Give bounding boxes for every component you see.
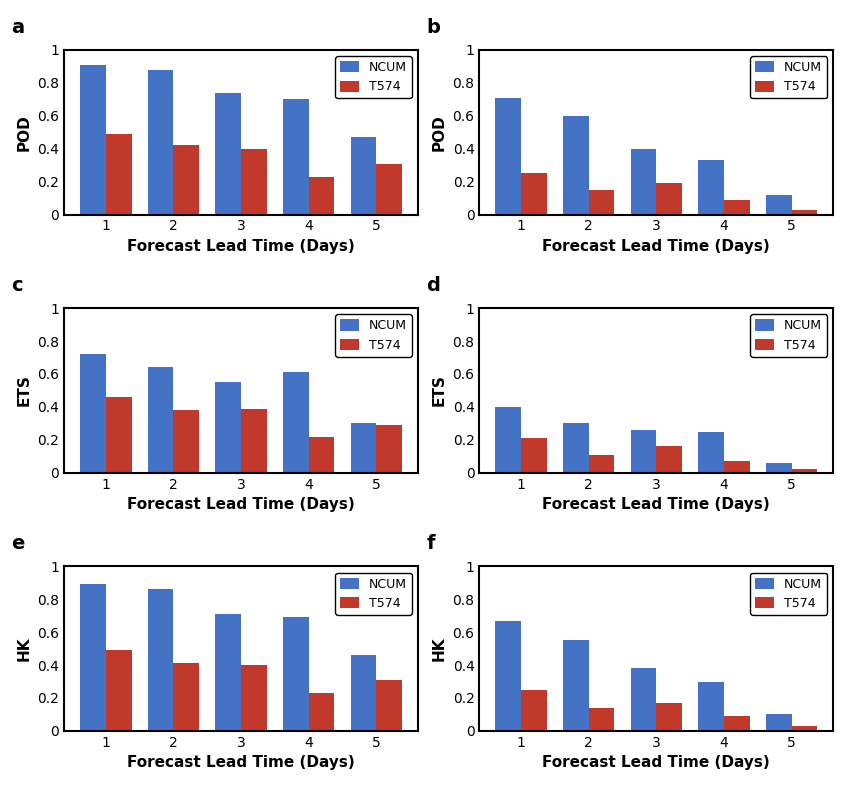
Bar [656,703,682,731]
Bar [106,134,132,215]
X-axis label: Forecast Lead Time (Days): Forecast Lead Time (Days) [128,497,355,512]
Bar [766,715,791,731]
Bar [80,585,106,731]
Bar [283,99,309,215]
Bar [631,430,656,473]
Bar [521,173,547,215]
Text: d: d [426,276,440,295]
Bar [309,177,334,215]
Bar [791,470,817,473]
Bar [698,682,724,731]
Bar [215,93,241,215]
Bar [241,149,267,215]
Bar [589,190,615,215]
Bar [698,431,724,473]
Legend: NCUM, T574: NCUM, T574 [335,56,411,98]
Legend: NCUM, T574: NCUM, T574 [751,56,827,98]
Bar [521,689,547,731]
Bar [80,65,106,215]
Legend: NCUM, T574: NCUM, T574 [751,572,827,615]
Bar [148,70,173,215]
Bar [309,693,334,731]
Bar [496,621,521,731]
X-axis label: Forecast Lead Time (Days): Forecast Lead Time (Days) [128,239,355,254]
Bar [283,617,309,731]
Bar [148,589,173,731]
Text: f: f [426,534,434,553]
X-axis label: Forecast Lead Time (Days): Forecast Lead Time (Days) [542,239,770,254]
Y-axis label: HK: HK [17,637,31,661]
Bar [589,708,615,731]
Legend: NCUM, T574: NCUM, T574 [335,314,411,357]
Bar [173,146,199,215]
Bar [521,438,547,473]
Text: c: c [11,276,23,295]
Bar [631,149,656,215]
Bar [215,382,241,473]
Bar [724,200,750,215]
Bar [377,164,402,215]
Bar [241,665,267,731]
Bar [698,161,724,215]
Bar [106,650,132,731]
Bar [724,716,750,731]
Bar [148,368,173,473]
Bar [496,98,521,215]
Bar [766,463,791,473]
Y-axis label: POD: POD [432,114,447,150]
Bar [724,461,750,473]
X-axis label: Forecast Lead Time (Days): Forecast Lead Time (Days) [542,497,770,512]
Bar [563,423,589,473]
Bar [350,137,377,215]
Bar [309,437,334,473]
X-axis label: Forecast Lead Time (Days): Forecast Lead Time (Days) [128,756,355,770]
Bar [173,663,199,731]
Bar [173,410,199,473]
Bar [589,455,615,473]
Bar [496,407,521,473]
Bar [791,726,817,731]
Bar [283,372,309,473]
Text: e: e [11,534,25,553]
Text: a: a [11,18,24,37]
Bar [563,116,589,215]
Bar [350,423,377,473]
Legend: NCUM, T574: NCUM, T574 [335,572,411,615]
X-axis label: Forecast Lead Time (Days): Forecast Lead Time (Days) [542,756,770,770]
Legend: NCUM, T574: NCUM, T574 [751,314,827,357]
Bar [766,195,791,215]
Y-axis label: ETS: ETS [17,375,31,406]
Bar [377,425,402,473]
Bar [656,446,682,473]
Bar [377,680,402,731]
Bar [656,183,682,215]
Y-axis label: HK: HK [432,637,447,661]
Bar [791,209,817,215]
Text: b: b [426,18,440,37]
Bar [215,614,241,731]
Bar [80,354,106,473]
Bar [350,655,377,731]
Bar [241,408,267,473]
Y-axis label: ETS: ETS [432,375,447,406]
Bar [631,668,656,731]
Bar [106,397,132,473]
Bar [563,641,589,731]
Y-axis label: POD: POD [17,114,31,150]
